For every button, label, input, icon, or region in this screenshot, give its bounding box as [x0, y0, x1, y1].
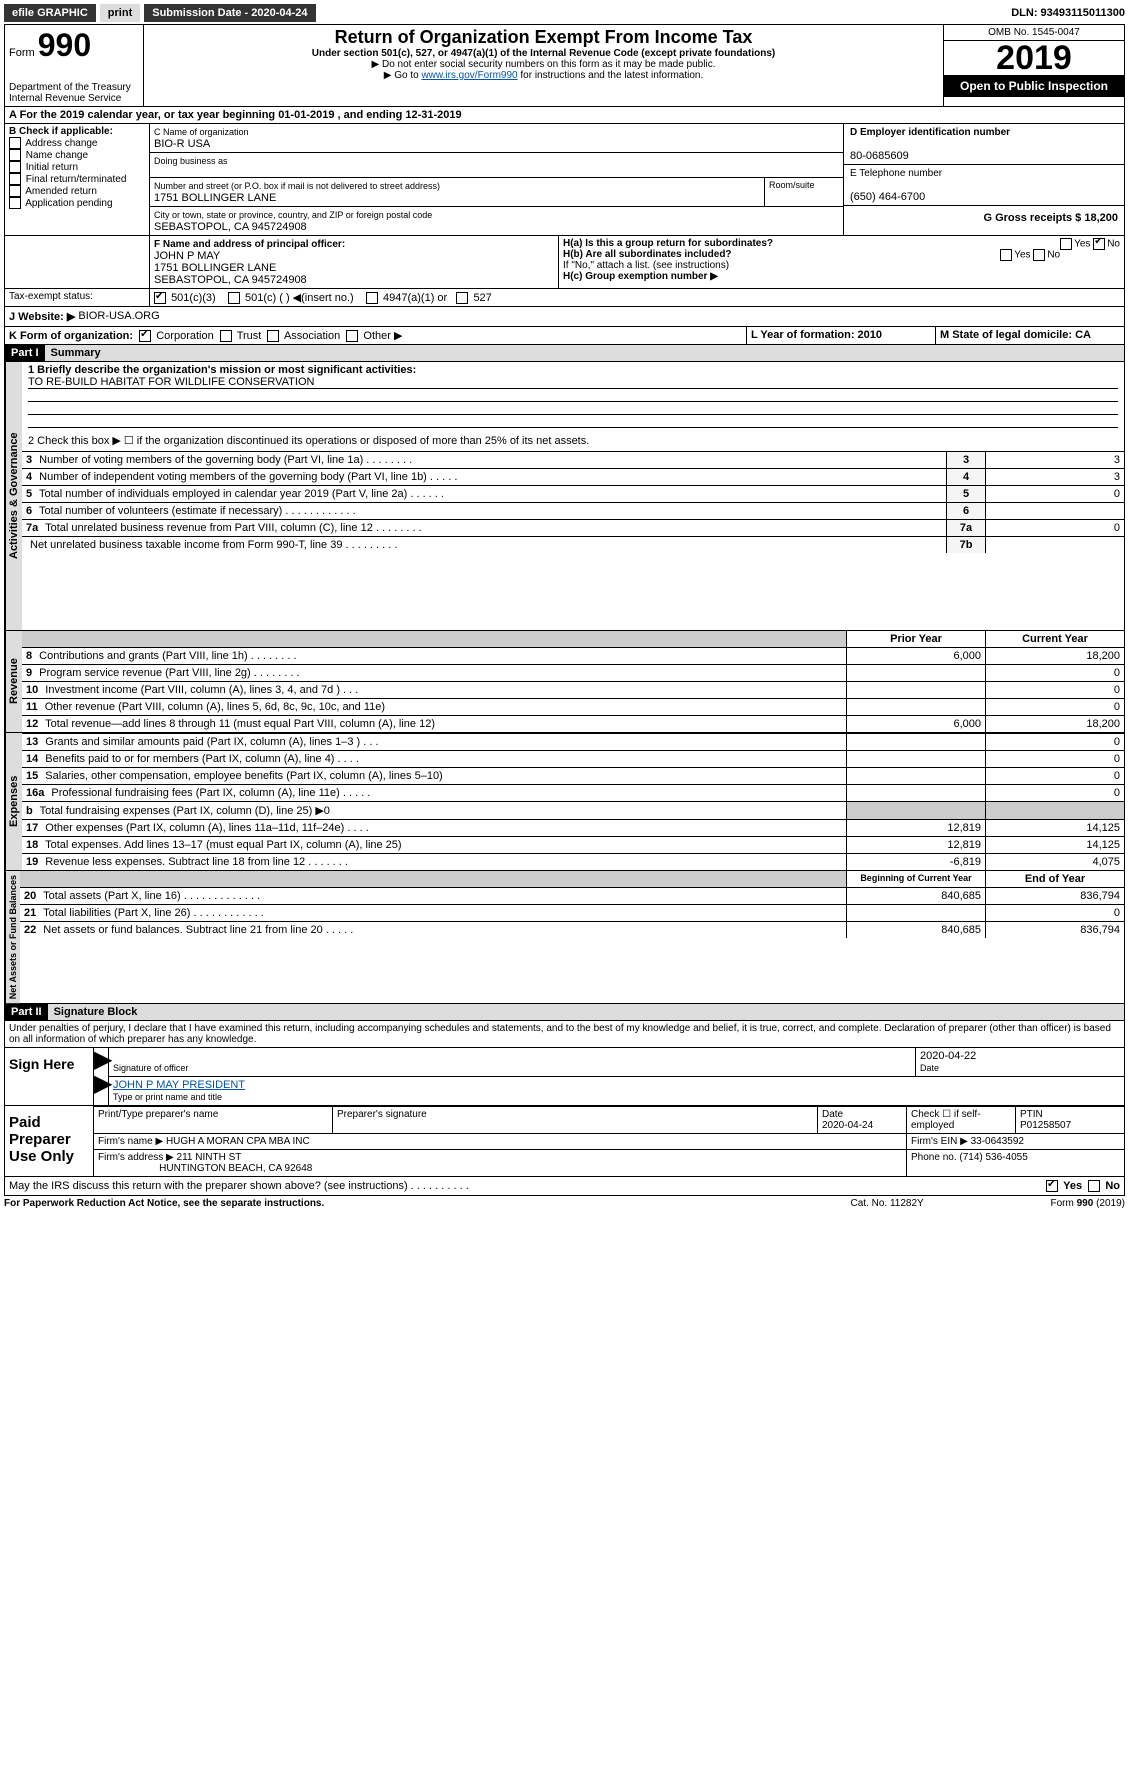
- perjury-stmt: Under penalties of perjury, I declare th…: [4, 1021, 1125, 1048]
- form-ref: Form 990 (2019): [1051, 1198, 1125, 1209]
- box-c-label: C Name of organization: [154, 127, 249, 137]
- part1-header: Part I: [5, 345, 45, 361]
- entity-block: B Check if applicable: Address change Na…: [4, 124, 1125, 236]
- org-name: BIO-R USA: [154, 138, 210, 150]
- form-label: Form: [9, 47, 35, 59]
- form-number: 990: [38, 27, 91, 63]
- na-tab: Net Assets or Fund Balances: [5, 871, 20, 1003]
- 501c-check[interactable]: [228, 292, 240, 304]
- b-check[interactable]: [9, 173, 21, 185]
- ha-yes[interactable]: [1060, 238, 1072, 250]
- line2: 2 Check this box ▶ ☐ if the organization…: [22, 430, 1124, 451]
- line1: 1 Briefly describe the organization's mi…: [28, 364, 416, 376]
- hb-yes[interactable]: [1000, 249, 1012, 261]
- discuss-yes[interactable]: [1046, 1180, 1058, 1192]
- footer-row: For Paperwork Reduction Act Notice, see …: [4, 1196, 1125, 1211]
- dln: DLN: 93493115011300: [1011, 7, 1125, 19]
- b-check[interactable]: [9, 137, 21, 149]
- klm-row: K Form of organization: Corporation Trus…: [4, 327, 1125, 345]
- assoc-check[interactable]: [267, 330, 279, 342]
- discuss-no[interactable]: [1088, 1180, 1100, 1192]
- officer-sig-name[interactable]: JOHN P MAY PRESIDENT: [113, 1079, 245, 1091]
- 501c3-check[interactable]: [154, 292, 166, 304]
- tax-status-row: Tax-exempt status: 501(c)(3) 501(c) ( ) …: [4, 289, 1125, 307]
- hb-note: If "No," attach a list. (see instruction…: [563, 260, 1120, 271]
- ein: 80-0685609: [850, 150, 909, 162]
- officer-status-block: F Name and address of principal officer:…: [4, 236, 1125, 289]
- gross-receipts: G Gross receipts $ 18,200: [983, 212, 1118, 224]
- box-d-label: D Employer identification number: [850, 127, 1010, 138]
- state-domicile: M State of legal domicile: CA: [940, 329, 1091, 341]
- sign-here-block: Sign Here ▶▶ Signature of officer 2020-0…: [4, 1048, 1125, 1106]
- city-state-zip: SEBASTOPOL, CA 945724908: [154, 221, 307, 233]
- corp-check[interactable]: [139, 330, 151, 342]
- hb-no[interactable]: [1033, 249, 1045, 261]
- hc-label: H(c) Group exemption number ▶: [563, 271, 718, 282]
- street-address: 1751 BOLLINGER LANE: [154, 192, 276, 204]
- form-header: Form 990 Department of the Treasury Inte…: [4, 24, 1125, 107]
- officer-name: JOHN P MAY: [154, 250, 220, 262]
- hb-label: H(b) Are all subordinates included?: [563, 249, 732, 260]
- ha-no[interactable]: [1093, 238, 1105, 250]
- mission: TO RE-BUILD HABITAT FOR WILDLIFE CONSERV…: [28, 376, 1118, 389]
- ssn-note: ▶ Do not enter social security numbers o…: [150, 59, 937, 70]
- line-a: A For the 2019 calendar year, or tax yea…: [4, 107, 1125, 124]
- dba-label: Doing business as: [154, 156, 228, 166]
- 4947-check[interactable]: [366, 292, 378, 304]
- trust-check[interactable]: [220, 330, 232, 342]
- addr-label: Number and street (or P.O. box if mail i…: [154, 181, 440, 191]
- form-subtitle: Under section 501(c), 527, or 4947(a)(1)…: [150, 48, 937, 59]
- city-label: City or town, state or province, country…: [154, 210, 432, 220]
- ha-label: H(a) Is this a group return for subordin…: [563, 238, 773, 249]
- part2-title: Signature Block: [48, 1004, 1124, 1020]
- efile-button[interactable]: efile GRAPHIC: [4, 4, 96, 22]
- exp-tab: Expenses: [5, 733, 22, 870]
- tax-year: 2019: [944, 41, 1124, 75]
- submission-date: Submission Date - 2020-04-24: [144, 4, 315, 22]
- part2-header: Part II: [5, 1004, 48, 1020]
- officer-addr2: SEBASTOPOL, CA 945724908: [154, 274, 307, 286]
- website: BIOR-USA.ORG: [78, 310, 159, 323]
- irs-link[interactable]: www.irs.gov/Form990: [421, 70, 517, 81]
- dept-treasury: Department of the Treasury Internal Reve…: [9, 82, 139, 104]
- room-suite-label: Room/suite: [764, 178, 843, 206]
- b-check[interactable]: [9, 161, 21, 173]
- top-toolbar: efile GRAPHIC print Submission Date - 20…: [4, 4, 1125, 22]
- discuss-row: May the IRS discuss this return with the…: [4, 1177, 1125, 1196]
- paid-preparer-block: Paid Preparer Use Only Print/Type prepar…: [4, 1106, 1125, 1177]
- b-check[interactable]: [9, 149, 21, 161]
- box-b-label: B Check if applicable:: [9, 126, 113, 137]
- form-title: Return of Organization Exempt From Incom…: [150, 27, 937, 48]
- box-j-label: J Website: ▶: [9, 310, 75, 323]
- box-f-label: F Name and address of principal officer:: [154, 239, 345, 250]
- phone: (650) 464-6700: [850, 191, 925, 203]
- 527-check[interactable]: [456, 292, 468, 304]
- other-check[interactable]: [346, 330, 358, 342]
- part1-title: Summary: [45, 345, 1124, 361]
- gov-tab: Activities & Governance: [5, 362, 22, 630]
- b-check[interactable]: [9, 185, 21, 197]
- goto-note: ▶ Go to www.irs.gov/Form990 for instruct…: [150, 70, 937, 81]
- open-public-badge: Open to Public Inspection: [944, 75, 1124, 97]
- officer-addr1: 1751 BOLLINGER LANE: [154, 262, 276, 274]
- website-row: J Website: ▶ BIOR-USA.ORG: [4, 307, 1125, 327]
- summary-block: Activities & Governance 1 Briefly descri…: [4, 362, 1125, 631]
- print-button[interactable]: print: [100, 4, 140, 22]
- box-e-label: E Telephone number: [850, 168, 942, 179]
- rev-tab: Revenue: [5, 631, 22, 732]
- b-check[interactable]: [9, 197, 21, 209]
- year-formation: L Year of formation: 2010: [751, 329, 882, 341]
